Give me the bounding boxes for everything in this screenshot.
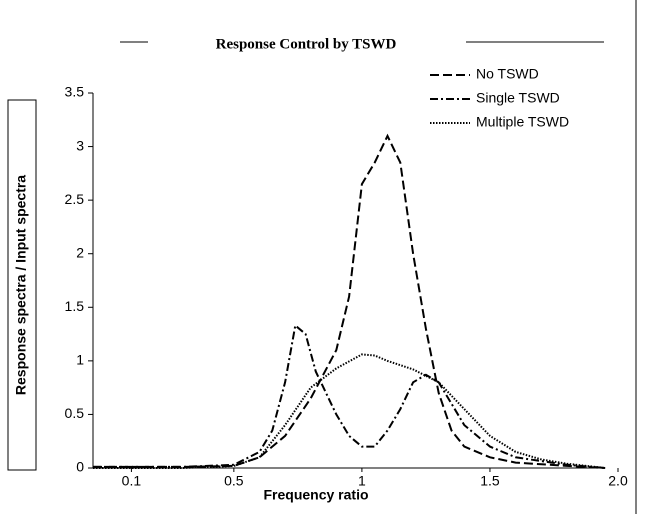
y-axis-label: Response spectra / Input spectra bbox=[13, 175, 29, 395]
y-label-box bbox=[7, 99, 37, 471]
y-tick-label: 2.5 bbox=[65, 191, 85, 207]
series-line bbox=[93, 323, 606, 469]
x-tick-label: 1 bbox=[358, 473, 366, 489]
y-tick-label: 0.5 bbox=[65, 405, 85, 421]
x-tick-label: 1.5 bbox=[480, 473, 500, 489]
legend-label: Single TSWD bbox=[476, 90, 560, 106]
x-tick-label: 0.5 bbox=[224, 473, 244, 489]
chart-title: Response Control by TSWD bbox=[216, 36, 397, 52]
legend-label: No TSWD bbox=[476, 66, 539, 82]
legend-label: Multiple TSWD bbox=[476, 114, 569, 130]
y-tick-label: 1 bbox=[76, 352, 84, 368]
y-tick-label: 3.5 bbox=[65, 84, 85, 100]
series-line bbox=[93, 133, 606, 469]
x-axis-label: Frequency ratio bbox=[263, 487, 368, 503]
y-tick-label: 2 bbox=[76, 244, 84, 260]
x-tick-label: 0.1 bbox=[122, 473, 142, 489]
x-tick-label: 2.0 bbox=[608, 473, 628, 489]
y-tick-label: 1.5 bbox=[65, 298, 85, 314]
y-tick-label: 3 bbox=[76, 137, 84, 153]
series-line bbox=[93, 353, 606, 469]
y-tick-label: 0 bbox=[76, 459, 84, 475]
